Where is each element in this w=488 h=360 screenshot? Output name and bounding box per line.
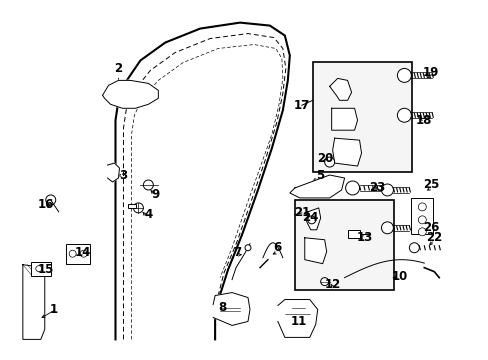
Bar [312, 62, 411, 172]
Text: 3: 3 [119, 168, 127, 181]
Polygon shape [277, 300, 317, 337]
Text: 22: 22 [425, 231, 442, 244]
Circle shape [345, 181, 359, 195]
Polygon shape [331, 108, 357, 130]
Circle shape [417, 203, 426, 211]
Text: 15: 15 [38, 263, 54, 276]
Text: 20: 20 [317, 152, 333, 165]
Polygon shape [289, 175, 344, 198]
Polygon shape [213, 293, 249, 325]
Bar [347, 230, 359, 238]
Text: 12: 12 [324, 278, 340, 291]
Text: 13: 13 [356, 231, 372, 244]
Circle shape [307, 216, 315, 224]
Circle shape [143, 180, 153, 190]
Text: 6: 6 [273, 241, 282, 254]
Text: 21: 21 [293, 206, 309, 219]
Text: 23: 23 [368, 181, 385, 194]
Circle shape [417, 228, 426, 236]
Circle shape [46, 195, 56, 205]
Circle shape [381, 222, 393, 234]
Text: 11: 11 [290, 315, 306, 328]
Circle shape [320, 278, 328, 285]
Circle shape [244, 245, 250, 251]
Polygon shape [306, 208, 320, 230]
Circle shape [408, 243, 419, 253]
Text: 7: 7 [232, 246, 241, 259]
Circle shape [417, 216, 426, 224]
Bar [128, 204, 136, 208]
Text: 4: 4 [144, 208, 152, 221]
Text: 25: 25 [422, 179, 439, 192]
Bar [65, 244, 89, 264]
Polygon shape [107, 163, 119, 182]
Text: 14: 14 [74, 246, 91, 259]
Text: 9: 9 [151, 188, 159, 202]
Circle shape [80, 250, 87, 257]
Circle shape [397, 68, 410, 82]
Polygon shape [332, 138, 361, 166]
Text: 17: 17 [293, 99, 309, 112]
Text: 18: 18 [415, 114, 431, 127]
Polygon shape [329, 78, 351, 100]
Circle shape [381, 184, 393, 196]
Text: 2: 2 [114, 62, 122, 75]
Text: 24: 24 [302, 211, 318, 224]
Text: 19: 19 [422, 66, 439, 79]
Polygon shape [304, 238, 326, 264]
Text: 26: 26 [422, 221, 439, 234]
Bar [31, 262, 51, 276]
Text: 10: 10 [390, 270, 407, 283]
Circle shape [324, 157, 334, 167]
Circle shape [69, 250, 76, 257]
Text: 1: 1 [50, 303, 58, 316]
Polygon shape [23, 265, 45, 339]
Text: 5: 5 [315, 168, 323, 181]
Text: 8: 8 [218, 301, 226, 314]
Circle shape [133, 203, 143, 213]
Text: 16: 16 [38, 198, 54, 211]
Circle shape [36, 266, 41, 272]
Circle shape [397, 108, 410, 122]
Bar [294, 200, 394, 289]
Bar [410, 198, 432, 234]
Polygon shape [102, 80, 158, 108]
